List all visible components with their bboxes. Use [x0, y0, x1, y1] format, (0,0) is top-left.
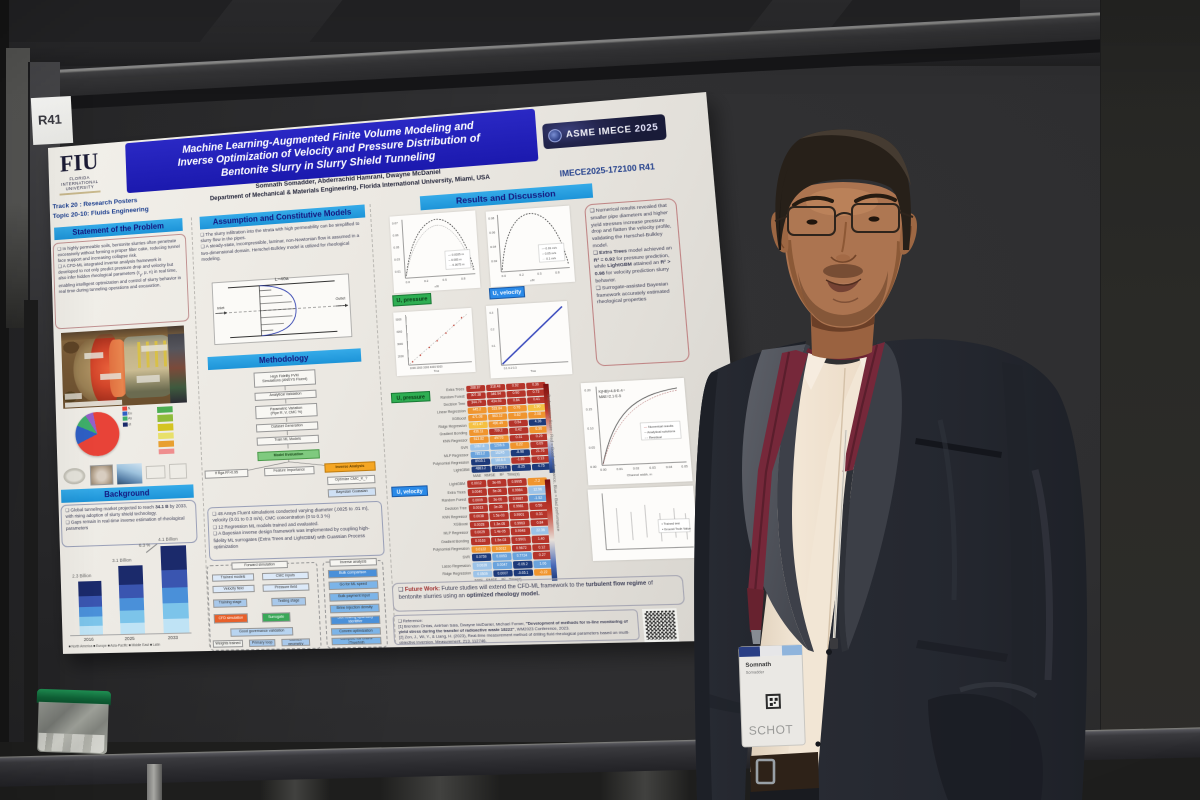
svg-text:Somadder: Somadder	[746, 669, 765, 675]
svg-text:— Numerical results: — Numerical results	[644, 423, 675, 429]
svg-text:0.1: 0.1	[492, 345, 497, 349]
svg-text:0.2: 0.2	[424, 279, 429, 284]
svg-text:0.10: 0.10	[587, 426, 594, 431]
svg-text:0.04: 0.04	[490, 244, 497, 249]
svg-text:0.5: 0.5	[537, 271, 542, 276]
svg-text:5000: 5000	[396, 318, 403, 322]
svg-text:▪ Trained test: ▪ Trained test	[662, 521, 681, 526]
svg-text:0.07: 0.07	[392, 221, 399, 226]
svg-text:-- 0.005 m: -- 0.005 m	[448, 257, 461, 262]
svg-text:4000: 4000	[396, 330, 403, 334]
svg-text:0.04: 0.04	[666, 464, 673, 469]
svg-text:0.00: 0.00	[600, 467, 607, 472]
svg-text:-- Analytical solutions: -- Analytical solutions	[644, 429, 676, 435]
svg-text:0.1 0.2 0.3: 0.1 0.2 0.3	[504, 366, 518, 370]
svg-text:0.0: 0.0	[501, 273, 506, 278]
svg-text:0.02: 0.02	[633, 466, 640, 471]
svg-text:··· 0.0075 m: ··· 0.0075 m	[449, 262, 465, 267]
svg-text:0.05: 0.05	[393, 245, 400, 250]
svg-text:0.01: 0.01	[616, 466, 623, 471]
svg-text:0.05: 0.05	[589, 445, 596, 450]
svg-text:0.08: 0.08	[488, 216, 495, 221]
svg-text:Channel width, m: Channel width, m	[627, 472, 654, 478]
svg-text:Somnath: Somnath	[745, 662, 771, 669]
svg-text:Outlet: Outlet	[336, 296, 346, 301]
svg-text:0.02: 0.02	[491, 259, 498, 264]
svg-text:SCHOT: SCHOT	[749, 722, 794, 738]
svg-text:0.5: 0.5	[442, 277, 447, 282]
svg-text:1000 2000 3000 4000 5000: 1000 2000 3000 4000 5000	[410, 365, 444, 370]
svg-text:▪ Ground Truth Value: ▪ Ground Truth Value	[662, 526, 692, 532]
svg-text:-- 0.05 m/s: -- 0.05 m/s	[542, 251, 557, 256]
svg-text:0.00: 0.00	[590, 464, 597, 469]
svg-text:0.05: 0.05	[681, 464, 688, 469]
svg-text:0.2: 0.2	[491, 328, 496, 332]
svg-text:0.20: 0.20	[584, 388, 591, 393]
svg-text:0.03: 0.03	[649, 465, 656, 470]
svg-text:K(HB)=4.8·E-4 ˣ: K(HB)=4.8·E-4 ˣ	[598, 388, 626, 394]
svg-text:r/R: r/R	[530, 278, 535, 283]
svg-text:3000: 3000	[397, 343, 404, 347]
svg-text:MAE=2.1·E-5: MAE=2.1·E-5	[599, 394, 622, 400]
svg-text:··· 0.1 m/s: ··· 0.1 m/s	[542, 256, 557, 261]
svg-text:0.3: 0.3	[489, 311, 494, 315]
svg-text:0.06: 0.06	[393, 233, 400, 238]
svg-text:0.03: 0.03	[394, 257, 401, 262]
svg-text:— 0.01 m/s: — 0.01 m/s	[542, 245, 558, 251]
svg-text:r/R: r/R	[435, 284, 439, 289]
svg-text:0.15: 0.15	[586, 407, 593, 412]
svg-text:Inlet: Inlet	[217, 306, 225, 311]
svg-text:0.06: 0.06	[489, 230, 496, 235]
svg-text:2000: 2000	[398, 355, 405, 359]
svg-text:0.01: 0.01	[395, 269, 402, 274]
svg-text:0.8: 0.8	[555, 270, 560, 275]
svg-text:True: True	[434, 369, 440, 373]
svg-text:0.0: 0.0	[406, 280, 411, 285]
svg-text:L=40a: L=40a	[275, 276, 290, 282]
svg-text:0.8: 0.8	[461, 276, 466, 281]
svg-text:-·- Residual: -·- Residual	[645, 435, 663, 440]
svg-text:— 0.0025 m: — 0.0025 m	[448, 252, 464, 257]
svg-text:0.2: 0.2	[519, 272, 524, 277]
svg-text:True: True	[530, 370, 537, 374]
